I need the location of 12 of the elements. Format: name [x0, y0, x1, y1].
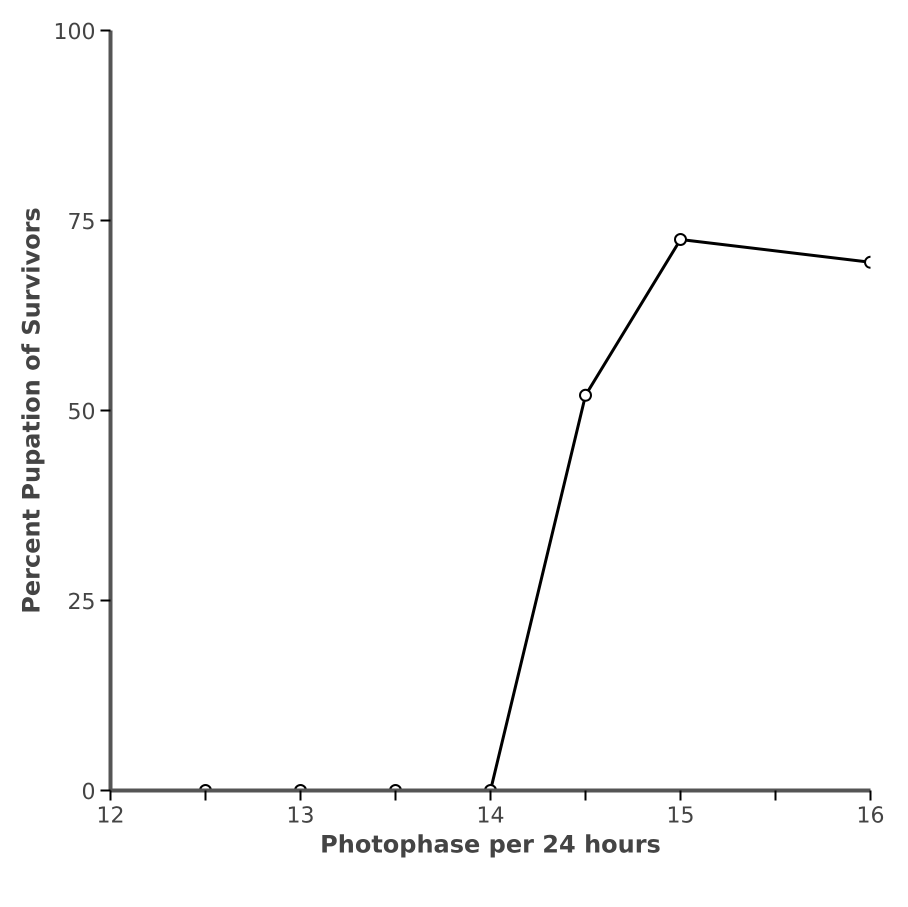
x-tick-label: 13: [286, 804, 315, 828]
x-tick-label: 15: [666, 804, 695, 828]
y-axis-title: Percent Pupation of Survivors: [18, 207, 46, 614]
y-tick-label: 50: [68, 400, 96, 425]
y-tick-label: 100: [54, 20, 96, 45]
x-tick-label: 16: [856, 804, 885, 828]
x-tick-label: 12: [96, 804, 125, 828]
x-axis-title: Photophase per 24 hours: [320, 830, 661, 858]
y-tick-label: 25: [68, 590, 96, 615]
y-tick-label: 75: [68, 210, 96, 235]
x-tick-label: 14: [476, 804, 505, 828]
y-tick-label: 0: [82, 780, 96, 805]
